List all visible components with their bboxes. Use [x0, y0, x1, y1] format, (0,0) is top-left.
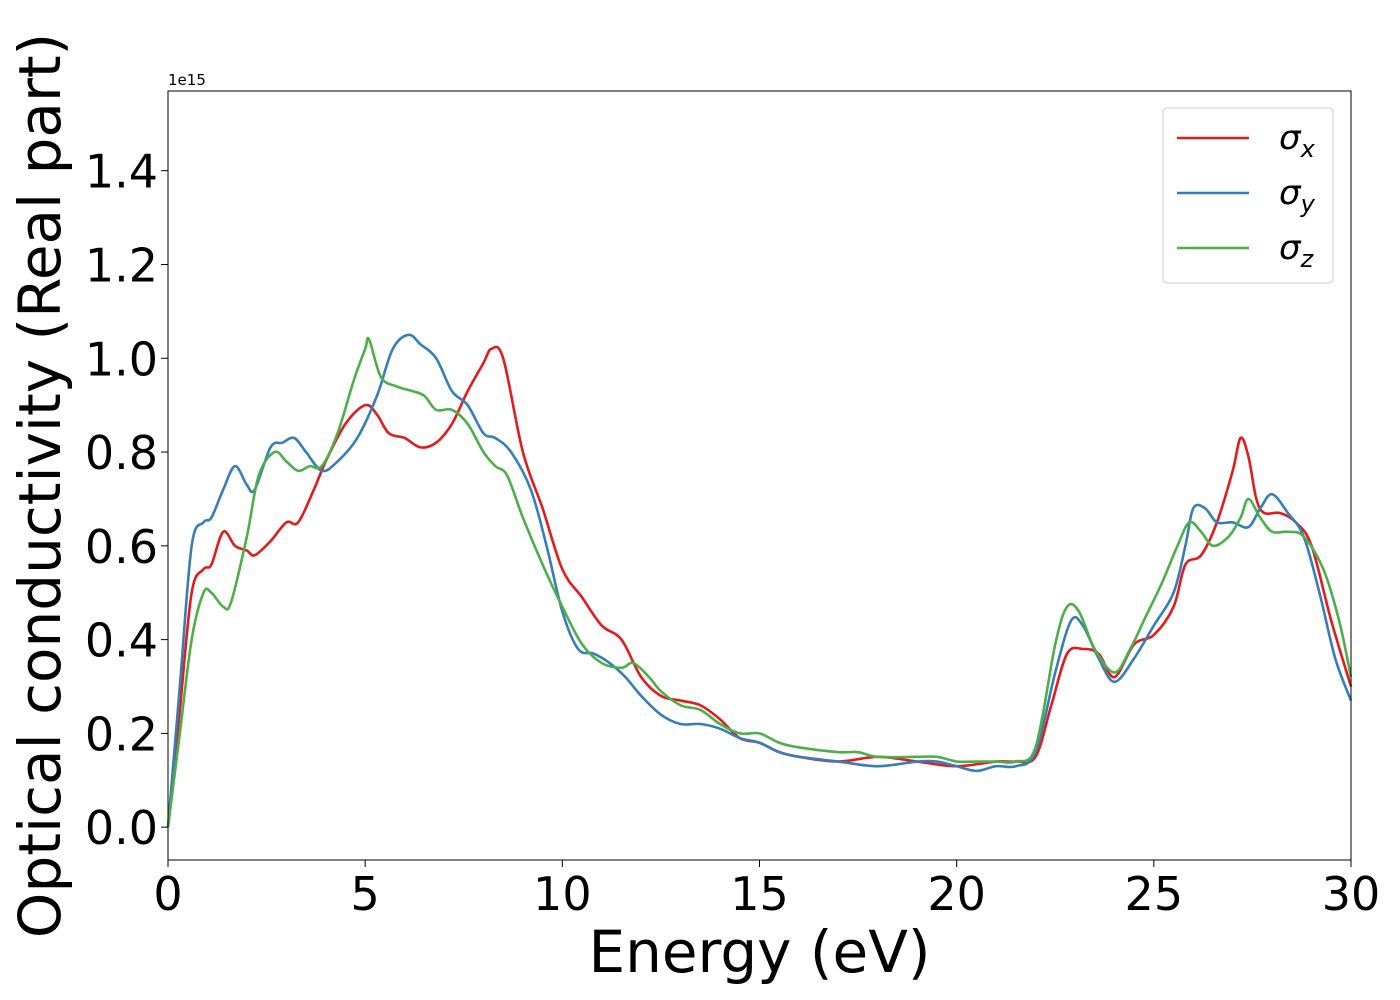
y-tick-label: 0.4	[85, 614, 158, 668]
series-line-z	[166, 336, 1353, 828]
legend-label-x: σx	[1279, 118, 1316, 163]
legend: σx σy σz	[1162, 107, 1334, 284]
y-tick-label: 1.4	[85, 145, 158, 199]
y-offset-label: 1e15	[168, 71, 206, 89]
legend-label-z: σz	[1279, 228, 1315, 273]
x-tick-label: 5	[351, 867, 380, 921]
y-axis-label: Optical conductivity (Real part)	[6, 33, 74, 938]
y-tick-label: 0.0	[85, 801, 158, 855]
y-axis-ticks: 0.0 0.2 0.4 0.6 0.8 1.0 1.2 1.4	[85, 145, 168, 855]
legend-label-y: σy	[1279, 173, 1316, 218]
x-tick-label: 30	[1322, 867, 1381, 921]
series-line-x	[166, 345, 1353, 828]
series-layer	[166, 333, 1353, 828]
y-tick-label: 0.2	[85, 707, 158, 761]
x-axis-label: Energy (eV)	[588, 918, 930, 986]
x-tick-label: 0	[153, 867, 182, 921]
x-tick-label: 20	[927, 867, 986, 921]
x-tick-label: 10	[533, 867, 592, 921]
x-tick-label: 15	[730, 867, 789, 921]
series-line-y	[166, 333, 1353, 828]
y-tick-label: 0.8	[85, 426, 158, 480]
y-tick-label: 1.0	[85, 332, 158, 386]
y-tick-label: 1.2	[85, 238, 158, 292]
legend-box	[1162, 107, 1334, 284]
y-tick-label: 0.6	[85, 520, 158, 574]
x-axis-ticks: 0 5 10 15 20 25 30	[153, 860, 1380, 921]
x-tick-label: 25	[1125, 867, 1184, 921]
